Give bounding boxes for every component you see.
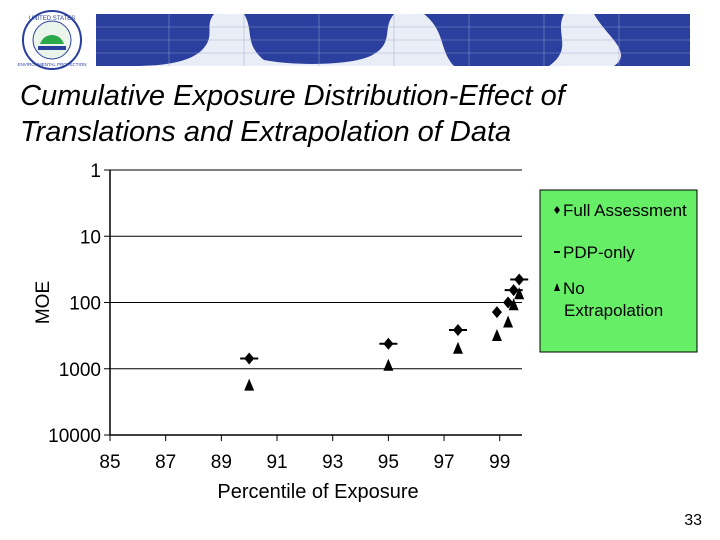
x-tick-label: 91 xyxy=(266,452,287,473)
no-extrapolation-point xyxy=(452,341,463,354)
world-map-banner xyxy=(94,14,690,66)
x-tick-label: 93 xyxy=(322,452,343,473)
legend-label: No xyxy=(563,279,585,298)
no-extrapolation-point xyxy=(508,298,519,311)
x-tick-label: 85 xyxy=(99,452,120,473)
data-points xyxy=(240,273,529,391)
x-ticks: 85 87 89 91 93 95 97 99 xyxy=(99,435,510,473)
x-tick-label: 87 xyxy=(155,452,176,473)
y-tick-label: 10000 xyxy=(48,426,101,447)
x-tick-label: 97 xyxy=(433,452,454,473)
y-tick-label: 1000 xyxy=(59,360,101,381)
page-number: 33 xyxy=(684,512,702,529)
no-extrapolation-point xyxy=(244,378,255,391)
full-assessment-point xyxy=(503,296,514,309)
x-axis-label: Percentile of Exposure xyxy=(217,481,418,503)
legend-label: Full Assessment xyxy=(563,201,687,220)
y-tick-label: 100 xyxy=(69,294,101,315)
legend-marker-diamond xyxy=(554,206,560,214)
slide-title-line-1: Cumulative Exposure Distribution-Effect … xyxy=(20,80,565,112)
y-axis-label: MOE xyxy=(33,281,54,324)
x-tick-label: 95 xyxy=(378,452,399,473)
gridlines xyxy=(110,169,522,370)
y-tick-label: 1 xyxy=(90,161,101,182)
full-assessment-point xyxy=(491,306,502,319)
y-ticks: 1 10 100 1000 10000 xyxy=(48,161,110,447)
no-extrapolation-point xyxy=(514,287,525,300)
x-tick-label: 89 xyxy=(211,452,232,473)
seal-text-bottom: ENVIRONMENTAL PROTECTION xyxy=(17,62,86,67)
seal-text-top: UNITED STATES xyxy=(29,16,75,22)
legend-box xyxy=(539,189,698,353)
slide-title: Cumulative Exposure Distribution-Effect … xyxy=(20,78,660,150)
legend: Full Assessment PDP-only No Extrapolation xyxy=(539,189,698,353)
y-tick-label: 10 xyxy=(80,227,101,248)
epa-seal-logo: UNITED STATES ENVIRONMENTAL PROTECTION xyxy=(8,8,96,72)
legend-label: PDP-only xyxy=(563,243,635,262)
no-extrapolation-point xyxy=(491,328,502,341)
no-extrapolation-point xyxy=(503,315,514,328)
legend-label: Extrapolation xyxy=(564,301,663,320)
slide-title-line-2: Translations and Extrapolation of Data xyxy=(20,116,512,148)
no-extrapolation-point xyxy=(383,358,394,371)
x-tick-label: 99 xyxy=(489,452,510,473)
legend-marker-triangle xyxy=(554,283,560,291)
